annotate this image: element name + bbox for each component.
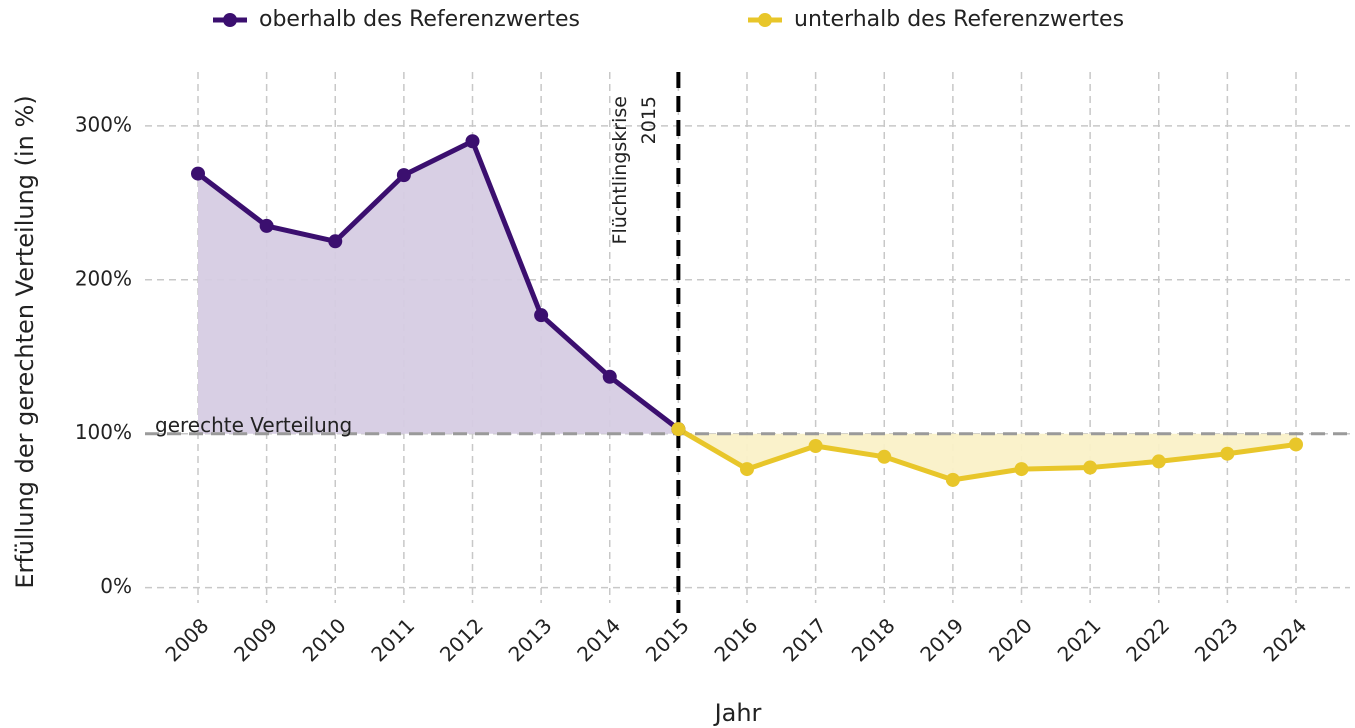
point	[1289, 437, 1303, 452]
event-label: 2015	[638, 96, 660, 144]
point	[465, 134, 480, 149]
point	[328, 234, 343, 249]
point	[1083, 460, 1098, 475]
legend-swatch	[758, 13, 772, 27]
point	[740, 462, 754, 477]
line	[196, 138, 680, 432]
x-tick-label: 2013	[504, 613, 557, 666]
point	[877, 449, 892, 464]
legend-label: oberhalb des Referenzwertes	[259, 7, 580, 32]
x-tick-label: 2015	[641, 613, 694, 666]
x-tick-label: 2022	[1121, 613, 1174, 666]
point	[1014, 462, 1029, 477]
legend-label: unterhalb des Referenzwertes	[794, 7, 1124, 32]
x-axis-title: Jahr	[713, 699, 762, 727]
point	[1151, 454, 1166, 469]
x-tick-label: 2024	[1258, 613, 1311, 666]
point	[396, 168, 411, 183]
point	[259, 218, 274, 233]
point	[602, 369, 617, 384]
x-tick-label: 2009	[229, 613, 282, 666]
point	[1220, 446, 1235, 461]
x-tick-label: 2012	[435, 613, 488, 666]
event-label: Flüchtlingskrise	[609, 96, 631, 244]
x-tick-label: 2018	[847, 613, 900, 666]
x-tick-label: 2020	[984, 613, 1037, 666]
point	[671, 422, 686, 437]
x-tick-label: 2021	[1053, 613, 1106, 666]
y-tick-label: 300%	[75, 112, 132, 136]
line	[677, 426, 1297, 483]
y-tick-label: 200%	[75, 266, 132, 290]
y-tick-label: 100%	[75, 420, 132, 444]
x-tick-label: 2016	[709, 613, 762, 666]
x-tick-label: 2011	[366, 613, 419, 666]
x-tick-label: 2017	[778, 613, 831, 666]
x-tick-label: 2014	[572, 613, 625, 666]
point	[191, 166, 205, 181]
area	[678, 429, 1296, 480]
y-axis-title: Erfüllung der gerechten Verteilung (in %…	[11, 95, 39, 588]
x-tick-label: 2023	[1190, 613, 1243, 666]
point	[534, 308, 549, 323]
y-tick-label: 0%	[100, 574, 132, 598]
point	[945, 472, 960, 487]
x-tick-label: 2008	[160, 613, 213, 666]
x-tick-label: 2010	[298, 613, 351, 666]
legend-swatch	[223, 13, 237, 27]
area	[198, 141, 679, 434]
point	[808, 439, 823, 454]
reference-label: gerechte Verteilung	[155, 413, 352, 437]
x-tick-label: 2019	[915, 613, 968, 666]
